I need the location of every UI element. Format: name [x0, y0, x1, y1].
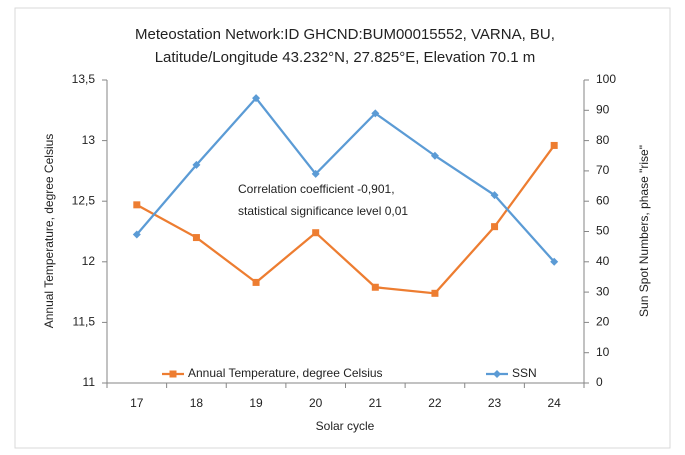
x-tick-label: 17 [130, 396, 144, 410]
annotation: statistical significance level 0,01 [238, 204, 408, 218]
chart-title: Meteostation Network:ID GHCND:BUM0001555… [135, 26, 555, 43]
y2-tick-label: 100 [596, 72, 616, 86]
x-tick-label: 18 [190, 396, 204, 410]
marker [192, 160, 201, 169]
y2-tick-label: 40 [596, 254, 610, 268]
y-tick-label: 13,5 [72, 72, 96, 86]
marker [431, 289, 439, 297]
marker [312, 229, 320, 237]
marker [133, 201, 141, 209]
chart-title: Latitude/Longitude 43.232°N, 27.825°E, E… [155, 49, 536, 66]
y2-tick-label: 10 [596, 345, 610, 359]
y-tick-label: 13 [82, 133, 96, 147]
marker [252, 94, 261, 103]
marker [132, 230, 141, 239]
y2-tick-label: 90 [596, 102, 610, 116]
y2-axis-label: Sun Spot Numbers, phase "rise" [637, 145, 651, 317]
x-axis-label: Solar cycle [316, 419, 375, 433]
marker [550, 257, 559, 266]
marker [192, 234, 200, 242]
y2-tick-label: 0 [596, 375, 603, 389]
y2-tick-label: 50 [596, 224, 610, 238]
marker [493, 370, 501, 378]
legend-label: SSN [512, 366, 537, 380]
y2-tick-label: 60 [596, 193, 610, 207]
y-tick-label: 12 [82, 254, 96, 268]
y-tick-label: 11,5 [73, 315, 96, 329]
marker [311, 169, 320, 178]
x-tick-label: 23 [488, 396, 502, 410]
x-tick-label: 20 [309, 396, 323, 410]
chart-border [14, 7, 671, 449]
legend-label: Annual Temperature, degree Celsius [188, 366, 383, 380]
annotation: Correlation coefficient -0,901, [238, 182, 395, 196]
y2-tick-label: 70 [596, 163, 610, 177]
y-tick-label: 12,5 [72, 193, 96, 207]
y-tick-label: 11 [83, 375, 96, 389]
y2-tick-label: 80 [596, 133, 610, 147]
marker [169, 370, 177, 378]
marker [490, 191, 499, 200]
x-tick-label: 21 [369, 396, 383, 410]
x-tick-label: 22 [428, 396, 442, 410]
y-axis-label: Annual Temperature, degree Celsius [42, 134, 56, 329]
y2-tick-label: 30 [596, 284, 610, 298]
marker [550, 141, 558, 149]
marker [371, 109, 380, 118]
series-line [135, 96, 556, 263]
marker [371, 283, 379, 291]
y2-tick-label: 20 [596, 315, 610, 329]
series-line [136, 144, 556, 295]
x-tick-label: 19 [249, 396, 263, 410]
marker [430, 151, 439, 160]
x-tick-label: 24 [548, 396, 562, 410]
marker [491, 223, 499, 231]
marker [252, 278, 260, 286]
